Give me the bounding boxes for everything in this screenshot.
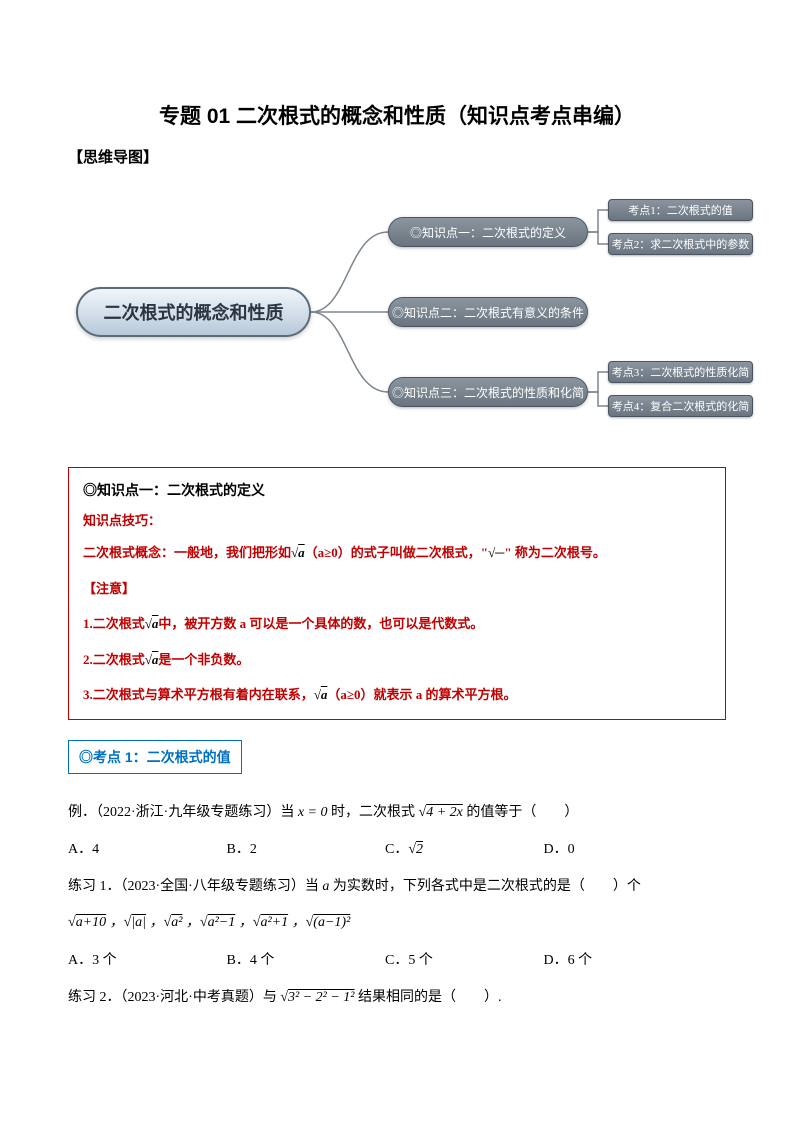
ex-opt-d: D．0 — [544, 838, 684, 858]
ex-opt-b: B．2 — [227, 838, 382, 858]
page-title: 专题 01 二次根式的概念和性质（知识点考点串编） — [68, 100, 726, 130]
kp1-line1-c: " 称为二次根号。 — [504, 545, 605, 560]
mindmap-leaf-2: 考点2：求二次根式中的参数 — [608, 233, 753, 255]
ex-opt-c: C．√2 — [385, 838, 540, 858]
mindmap-mid-1: ◎知识点一：二次根式的定义 — [388, 217, 588, 247]
mindmap-root: 二次根式的概念和性质 — [76, 287, 311, 337]
kp1-note: 【注意】 — [83, 579, 711, 599]
mindmap-label: 【思维导图】 — [68, 146, 726, 167]
mindmap-leaf-1: 考点1：二次根式的值 — [608, 199, 753, 221]
mindmap-mid-3: ◎知识点三：二次根式的性质和化简 — [388, 377, 588, 407]
kp1-sub: 知识点技巧： — [83, 510, 711, 529]
kp1-line3-a: 2.二次根式 — [83, 652, 145, 667]
mindmap-leaf-3: 考点3：二次根式的性质化简 — [608, 361, 753, 383]
practice-1-exprs: √a+10 ，√|a| ，√a² ，√a²−1 ，√a²+1 ，√(a−1)² — [68, 912, 726, 934]
kp1-line2-b: 中，被开方数 a 可以是一个具体的数，也可以是代数式。 — [158, 616, 483, 631]
kp1-line1-a: 二次根式概念：一般地，我们把形如 — [83, 545, 291, 560]
kp1-line3-b: 是一个非负数。 — [158, 652, 249, 667]
practice-2: 练习 2．（2023·河北·中考真题）与 √3² − 2² − 1² 结果相同的… — [68, 987, 726, 1009]
kp1-line1: 二次根式概念：一般地，我们把形如√a（a≥0）的式子叫做二次根式，"√─" 称为… — [83, 543, 711, 563]
kp1-line2: 1.二次根式√a中，被开方数 a 可以是一个具体的数，也可以是代数式。 — [83, 614, 711, 634]
kp1-title: ◎知识点一：二次根式的定义 — [83, 480, 711, 500]
kp1-line4: 3.二次根式与算术平方根有着内在联系，√a（a≥0）就表示 a 的算术平方根。 — [83, 685, 711, 705]
knowledge-box-1: ◎知识点一：二次根式的定义 知识点技巧： 二次根式概念：一般地，我们把形如√a（… — [68, 467, 726, 720]
kp1-line3: 2.二次根式√a是一个非负数。 — [83, 650, 711, 670]
p1-opt-c: C．5 个 — [385, 949, 540, 969]
kp1-line4-a: 3.二次根式与算术平方根有着内在联系， — [83, 687, 314, 702]
p1-opt-b: B．4 个 — [227, 949, 382, 969]
p2-stem-a: 练习 2．（2023·河北·中考真题）与 — [68, 990, 277, 1005]
p1-stem-b: 为实数时，下列各式中是二次根式的是（ ）个 — [333, 879, 641, 894]
kp1-line1-b: （a≥0）的式子叫做二次根式，" — [305, 545, 488, 560]
ex-stem-b: 时，二次根式 — [331, 805, 415, 820]
example-1: 例．（2022·浙江·九年级专题练习）当 x = 0 时，二次根式 √4 + 2… — [68, 802, 726, 824]
practice-1: 练习 1．（2023·全国·八年级专题练习）当 a 为实数时，下列各式中是二次根… — [68, 876, 726, 898]
kp1-line2-a: 1.二次根式 — [83, 616, 145, 631]
ex-stem-a: 例．（2022·浙江·九年级专题练习）当 — [68, 805, 294, 820]
kp1-line4-b: （a≥0）就表示 a 的算术平方根。 — [327, 687, 516, 702]
mindmap-leaf-4: 考点4：复合二次根式的化简 — [608, 395, 753, 417]
mindmap-mid-2: ◎知识点二：二次根式有意义的条件 — [388, 297, 588, 327]
tp1-text: ◎考点 1：二次根式的值 — [79, 749, 231, 765]
p2-stem-b: 结果相同的是（ ）. — [358, 990, 502, 1005]
example-1-options: A．4 B．2 C．√2 D．0 — [68, 838, 726, 858]
practice-1-options: A．3 个 B．4 个 C．5 个 D．6 个 — [68, 949, 726, 969]
mindmap-diagram: 二次根式的概念和性质 ◎知识点一：二次根式的定义 ◎知识点二：二次根式有意义的条… — [68, 187, 726, 437]
ex-stem-c: 的值等于（ ） — [466, 805, 578, 820]
p1-opt-d: D．6 个 — [544, 949, 684, 969]
ex-opt-a: A．4 — [68, 838, 223, 858]
p1-stem-a: 练习 1．（2023·全国·八年级专题练习）当 — [68, 879, 319, 894]
testpoint-box-1: ◎考点 1：二次根式的值 — [68, 740, 242, 774]
p1-opt-a: A．3 个 — [68, 949, 223, 969]
